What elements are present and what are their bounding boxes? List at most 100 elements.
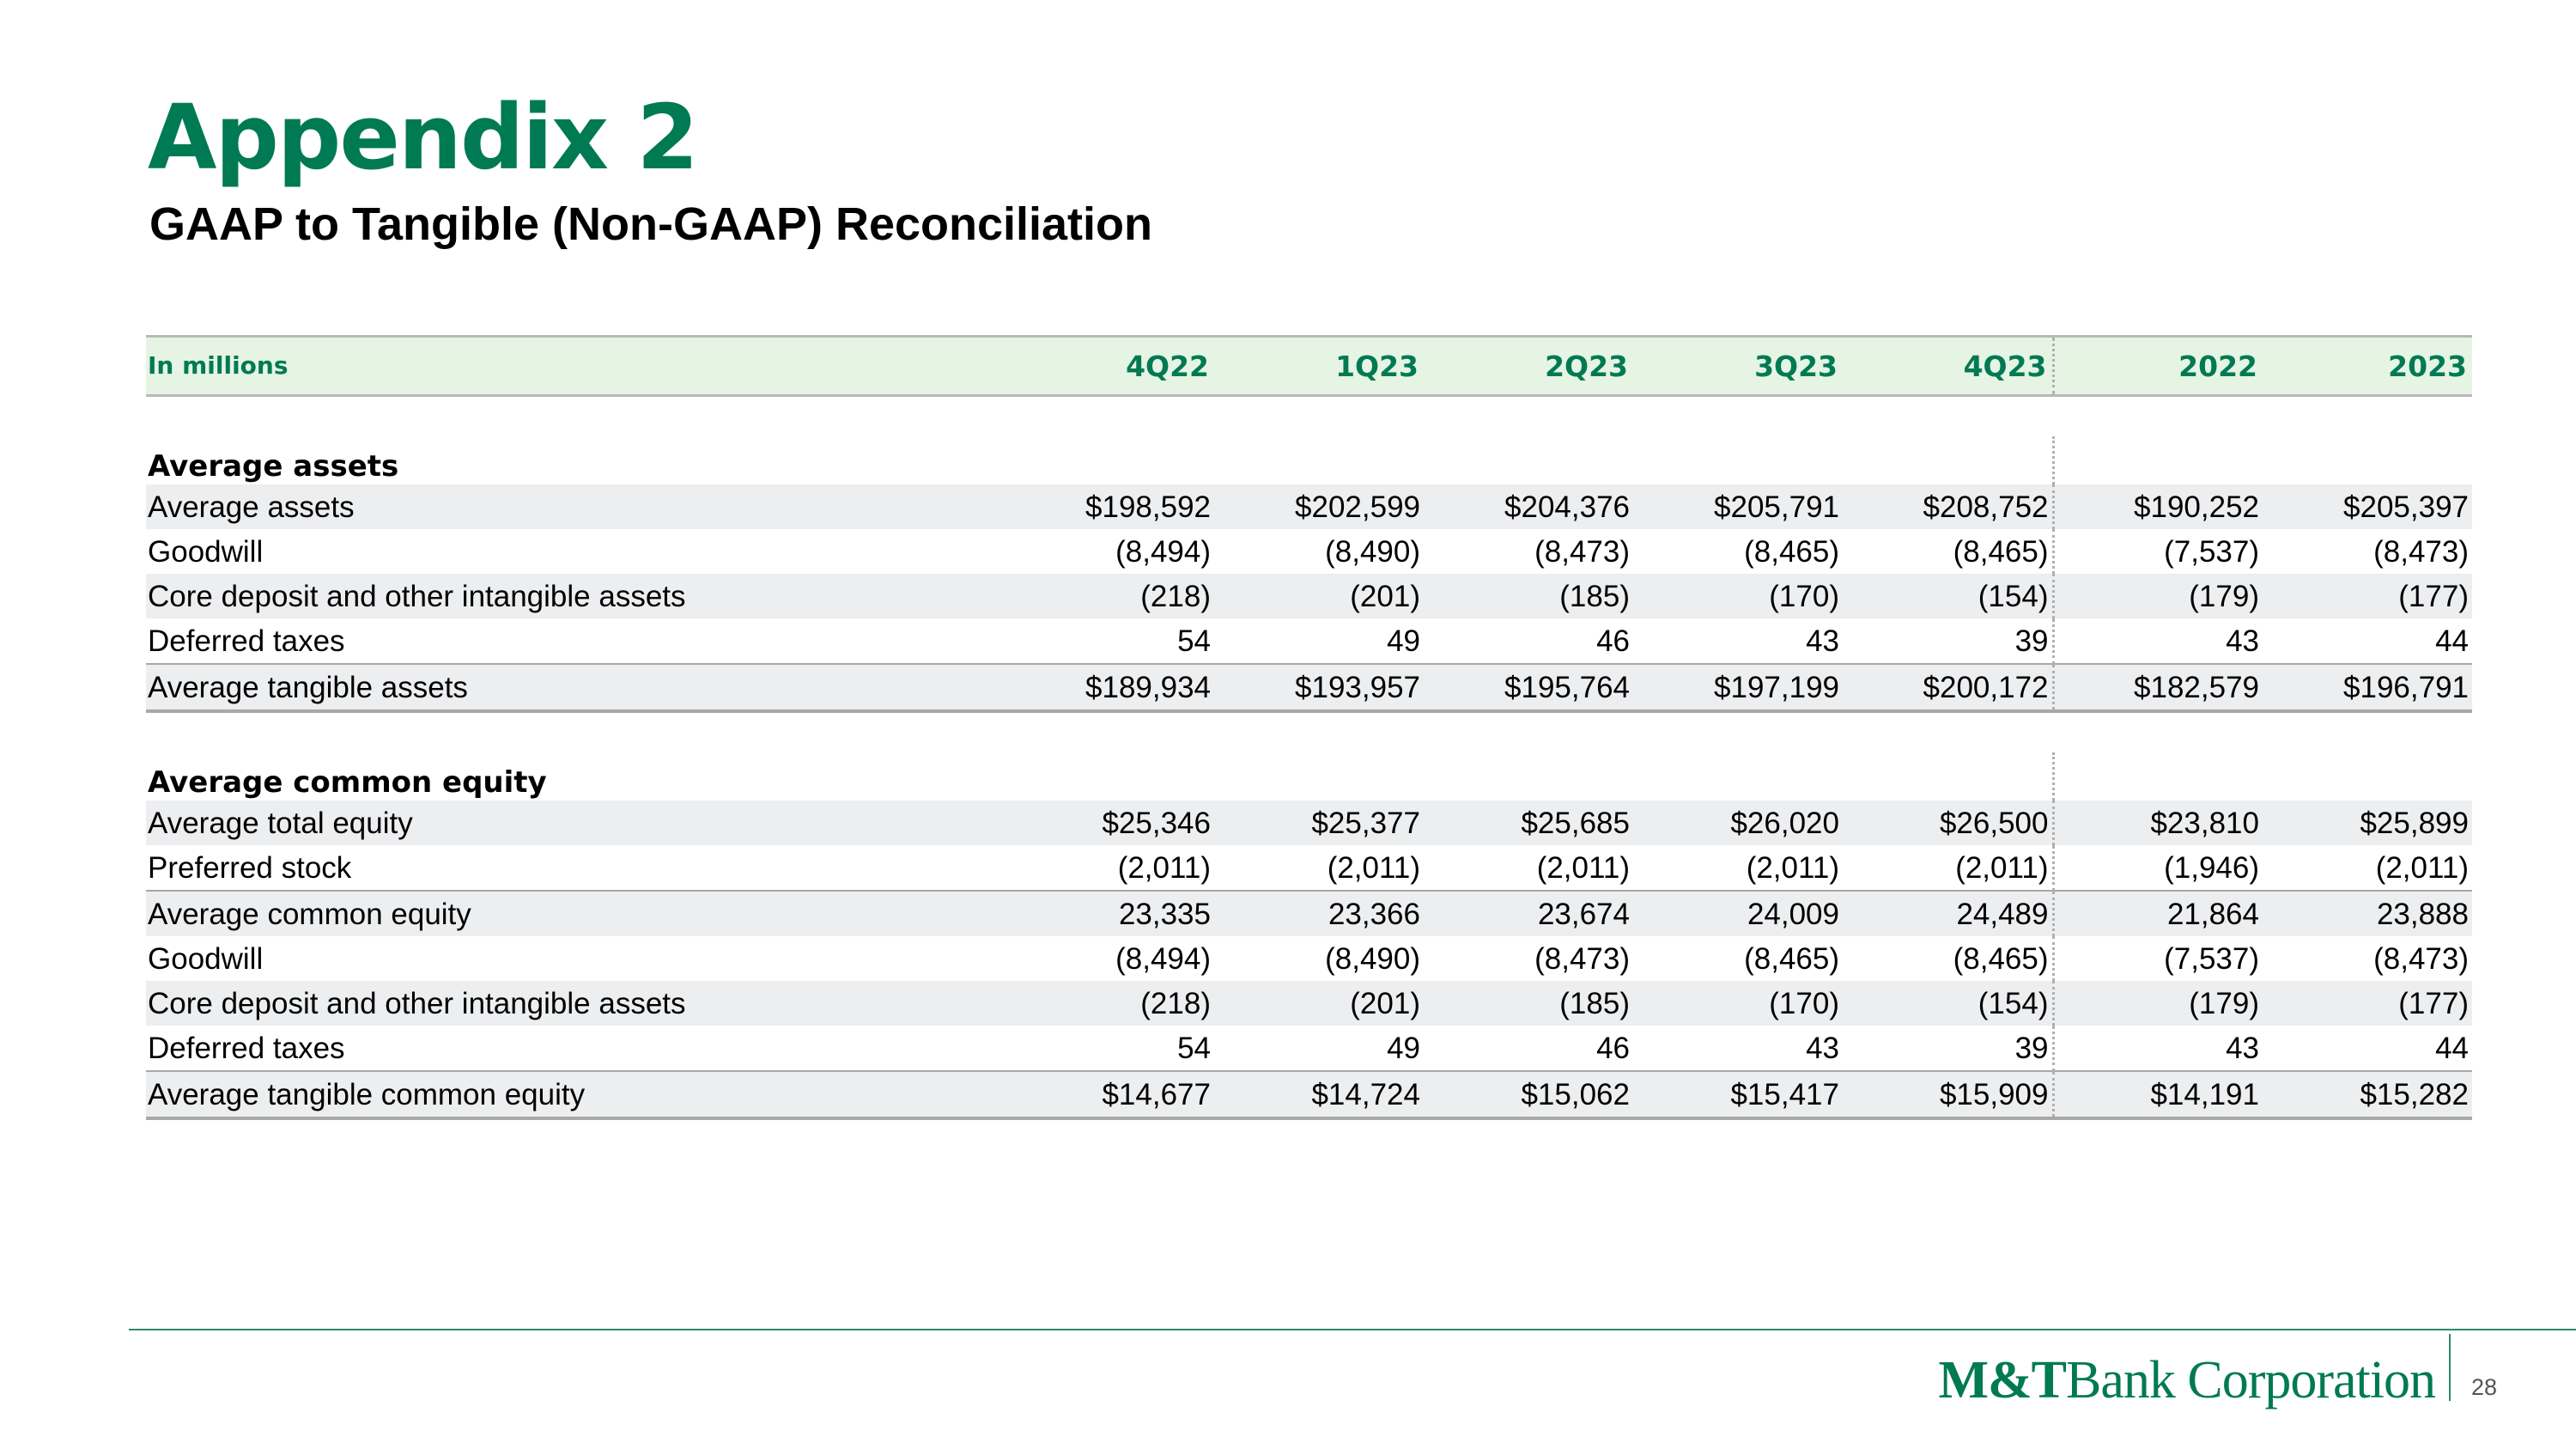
- value-cell: 49: [1387, 624, 1420, 658]
- value-cell: (8,494): [1115, 534, 1211, 569]
- logo-mark: M&T: [1938, 1351, 2067, 1409]
- table-row: Core deposit and other intangible assets…: [146, 574, 2472, 618]
- row-label: Goodwill: [148, 534, 264, 569]
- value-cell: $208,752: [1843, 484, 2055, 529]
- spacer-cell: [2053, 711, 2472, 752]
- value-cell: 46: [1596, 1031, 1630, 1065]
- value-cell: $15,282: [2263, 1070, 2472, 1120]
- value-cell: $204,376: [1424, 484, 1633, 529]
- table-row: Average tangible assets $189,934 $193,957 $…: [146, 663, 2472, 713]
- value-cell: $193,957: [1214, 663, 1424, 713]
- spacer-cell: [146, 396, 2053, 437]
- table-row: Average tangible common equity $14,677 $14…: [146, 1070, 2472, 1120]
- value-cell: (201): [1214, 981, 1424, 1026]
- value-cell: (2,011): [2375, 850, 2469, 885]
- value-cell: 23,888: [2263, 890, 2472, 936]
- value-cell: $182,579: [2053, 663, 2263, 713]
- value-cell: 21,864: [2053, 890, 2263, 936]
- value-cell: (8,494): [1115, 941, 1211, 976]
- value-cell: (2,011): [1746, 850, 1839, 885]
- value-cell: (201): [1214, 574, 1424, 618]
- value-cell: $196,791: [2263, 663, 2472, 713]
- table-row: Average common equity 23,335 23,366 23,674 2…: [146, 890, 2472, 936]
- value-cell: $14,724: [1214, 1070, 1424, 1120]
- value-cell: 24,489: [1843, 890, 2055, 936]
- table-row: Goodwill (8,494) (8,490) (8,473) (8,465) (8,4…: [146, 936, 2472, 981]
- value-cell: 54: [1177, 1031, 1211, 1065]
- value-cell: (1,946): [2164, 850, 2259, 885]
- column-header: 1Q23: [1214, 335, 1424, 397]
- value-cell: $15,062: [1424, 1070, 1633, 1120]
- value-cell: $14,677: [1005, 1070, 1214, 1120]
- value-cell: (8,490): [1325, 534, 1420, 569]
- value-cell: $26,020: [1633, 801, 1843, 845]
- value-cell: 23,366: [1214, 890, 1424, 936]
- empty-cell: [1214, 752, 1424, 801]
- logo-divider: [2449, 1334, 2451, 1401]
- value-cell: $195,764: [1424, 663, 1633, 713]
- value-cell: (179): [2053, 981, 2263, 1026]
- section-heading: Average assets: [148, 449, 399, 484]
- empty-cell: [1843, 752, 2055, 801]
- value-cell: 39: [1843, 618, 2055, 664]
- value-cell: (170): [1633, 574, 1843, 618]
- column-header: 4Q22: [1005, 335, 1214, 397]
- table-row: Deferred taxes 54 49 46 43 39 43 44: [146, 618, 2472, 664]
- column-header: 4Q23: [1843, 335, 2055, 397]
- value-cell: (170): [1633, 981, 1843, 1026]
- row-label: Average total equity: [146, 801, 1005, 845]
- logo-text: Bank Corporation: [2066, 1351, 2436, 1409]
- empty-cell: [2053, 752, 2263, 801]
- empty-cell: [1633, 752, 1843, 801]
- section-heading-row: Average assets: [146, 436, 2472, 484]
- table-row: Preferred stock (2,011) (2,011) (2,011) (2,0…: [146, 845, 2472, 891]
- value-cell: 44: [2435, 624, 2469, 658]
- row-label: Core deposit and other intangible assets: [146, 574, 1005, 618]
- value-cell: 43: [2226, 1031, 2259, 1065]
- value-cell: $200,172: [1843, 663, 2055, 713]
- empty-cell: [1633, 436, 1843, 484]
- value-cell: (8,473): [2373, 534, 2469, 569]
- value-cell: (7,537): [2164, 534, 2259, 569]
- value-cell: $26,500: [1843, 801, 2055, 845]
- value-cell: $25,377: [1214, 801, 1424, 845]
- value-cell: $14,191: [2053, 1070, 2263, 1120]
- row-label: Average tangible assets: [146, 663, 1005, 713]
- value-cell: 54: [1177, 624, 1211, 658]
- value-cell: (8,465): [1744, 534, 1839, 569]
- column-header: 2023: [2263, 335, 2472, 397]
- value-cell: (2,011): [1117, 850, 1211, 885]
- value-cell: $197,199: [1633, 663, 1843, 713]
- value-cell: (8,490): [1325, 941, 1420, 976]
- row-label: Deferred taxes: [148, 624, 345, 658]
- reconciliation-table: In millions 4Q22 1Q23 2Q23 3Q23 4Q23 202…: [146, 335, 2472, 1120]
- empty-cell: [1843, 436, 2055, 484]
- row-label: Average assets: [146, 484, 1005, 529]
- value-cell: 23,335: [1005, 890, 1214, 936]
- page-title: Appendix 2: [148, 85, 699, 190]
- value-cell: $25,346: [1005, 801, 1214, 845]
- value-cell: (177): [2263, 981, 2472, 1026]
- spacer-row: [146, 396, 2472, 437]
- value-cell: (185): [1424, 981, 1633, 1026]
- value-cell: $15,417: [1633, 1070, 1843, 1120]
- column-header: 2022: [2053, 335, 2263, 397]
- empty-cell: [1214, 436, 1424, 484]
- value-cell: $189,934: [1005, 663, 1214, 713]
- value-cell: (2,011): [1327, 850, 1420, 885]
- column-header: 3Q23: [1633, 335, 1843, 397]
- value-cell: (177): [2263, 574, 2472, 618]
- value-cell: (179): [2053, 574, 2263, 618]
- value-cell: $205,791: [1633, 484, 1843, 529]
- spacer-cell: [2053, 396, 2472, 437]
- page-subtitle: GAAP to Tangible (Non-GAAP) Reconciliati…: [149, 198, 1153, 250]
- value-cell: (218): [1005, 574, 1214, 618]
- empty-cell: [1005, 436, 1214, 484]
- table-header-row: In millions 4Q22 1Q23 2Q23 3Q23 4Q23 202…: [146, 335, 2472, 397]
- value-cell: $25,899: [2263, 801, 2472, 845]
- value-cell: 49: [1387, 1031, 1420, 1065]
- empty-cell: [1424, 436, 1633, 484]
- value-cell: (185): [1424, 574, 1633, 618]
- value-cell: $15,909: [1843, 1070, 2055, 1120]
- table-row: Deferred taxes 54 49 46 43 39 43 44: [146, 1026, 2472, 1071]
